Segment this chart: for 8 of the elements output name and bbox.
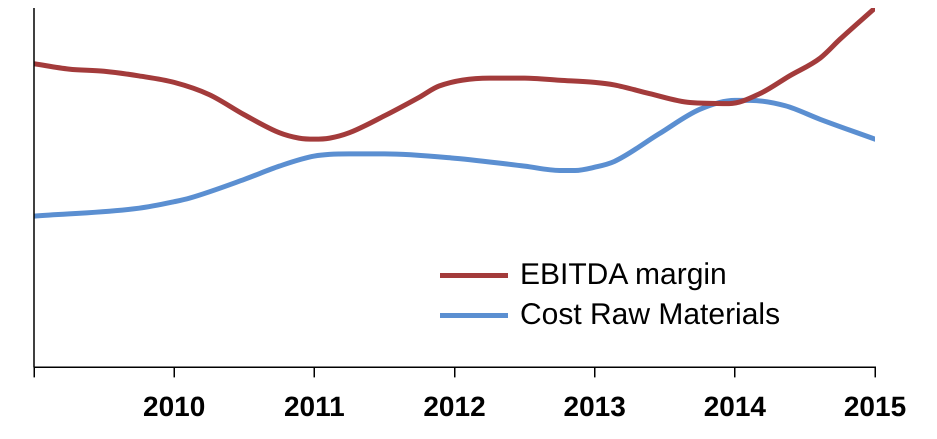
legend-label: EBITDA margin xyxy=(520,258,727,292)
legend-label: Cost Raw Materials xyxy=(520,298,780,332)
x-tick-label: 2011 xyxy=(284,390,345,422)
x-tick-label: 2014 xyxy=(704,390,766,422)
x-tick-label: 2010 xyxy=(143,390,206,422)
x-tick-label: 2012 xyxy=(423,390,486,422)
x-tick-label: 2015 xyxy=(844,390,906,422)
x-tick-label: 2013 xyxy=(564,390,626,422)
